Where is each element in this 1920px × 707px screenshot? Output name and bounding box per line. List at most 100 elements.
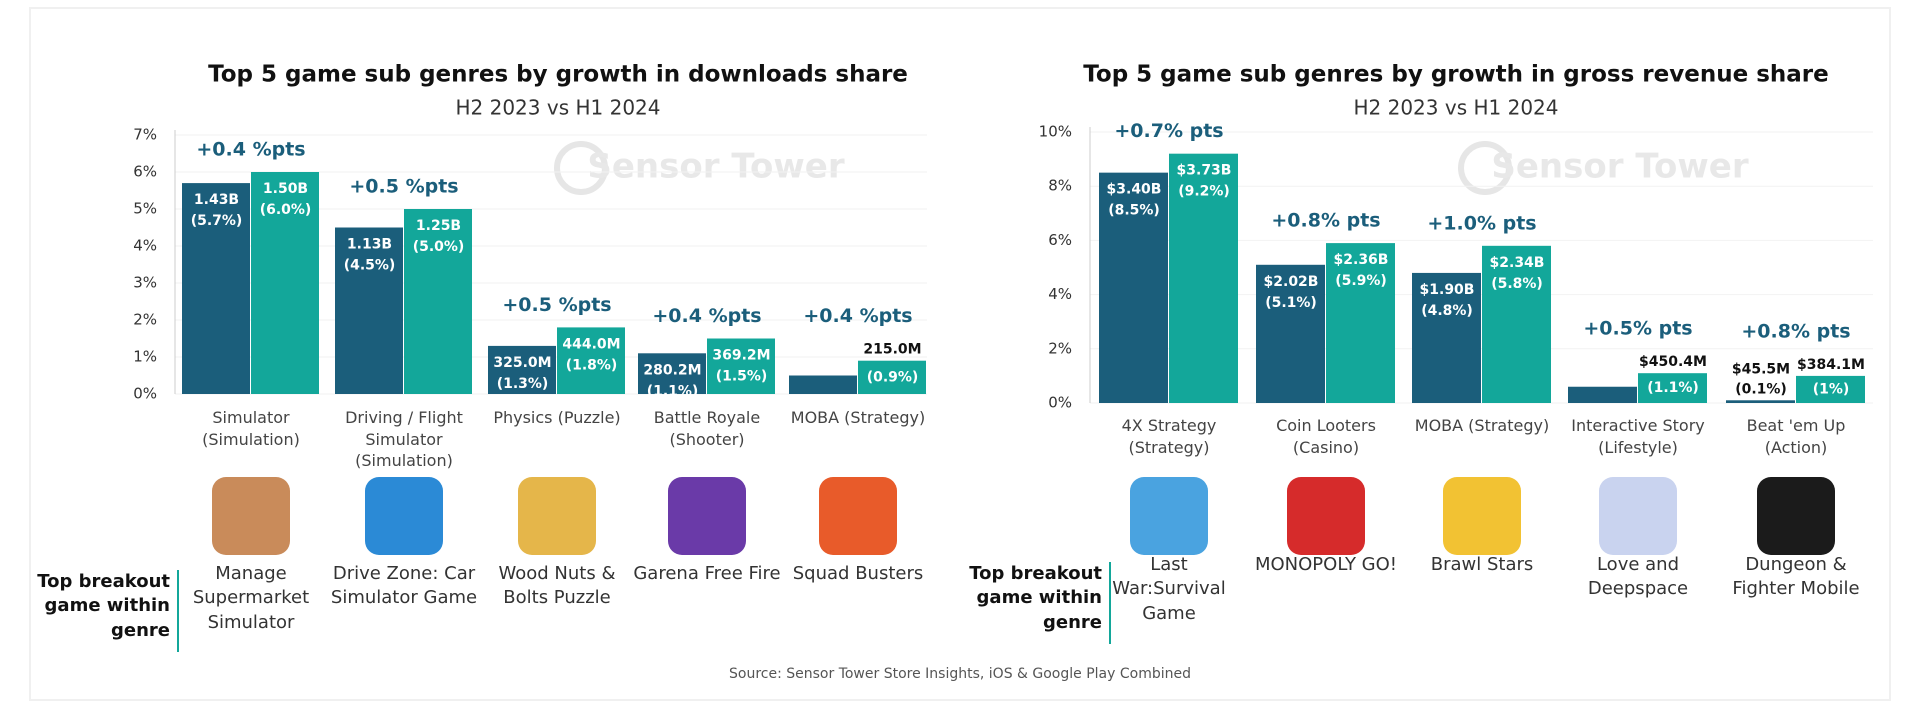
y-tick-label: 2% — [133, 311, 157, 329]
delta-label: +0.4 %pts — [196, 139, 305, 161]
game-icon — [1287, 477, 1365, 555]
delta-label: +1.0% pts — [1427, 212, 1536, 234]
amount-label: 444.0M — [562, 336, 620, 352]
category-label: Simulator (Simulation) — [202, 408, 300, 449]
y-tick-label: 10% — [1039, 123, 1072, 141]
game-icon — [212, 477, 290, 555]
y-tick-label: 2% — [1048, 339, 1072, 357]
y-tick-label: 0% — [1048, 394, 1072, 412]
watermark: Sensor Tower — [1491, 147, 1748, 187]
bar — [182, 183, 250, 394]
breakout-label: Top breakout game within genre — [969, 563, 1102, 633]
amount-label: $450.4M — [1639, 354, 1707, 370]
bar — [638, 353, 706, 394]
chart-title: Top 5 game sub genres by growth in gross… — [1083, 62, 1828, 88]
amount-label: $2.36B — [1334, 252, 1389, 268]
bar — [488, 345, 556, 394]
bar — [1169, 153, 1238, 403]
amount-label: $2.02B — [1264, 274, 1319, 290]
delta-label: +0.4 %pts — [803, 305, 912, 327]
y-tick-label: 1% — [133, 348, 157, 366]
amount-label: 280.2M — [643, 362, 701, 378]
watermark: Sensor Tower — [587, 147, 844, 187]
watermark-logo — [1458, 141, 1512, 195]
amount-label: 1.25B — [416, 218, 461, 234]
amount-label: $45.5M — [1732, 361, 1790, 377]
bar — [1482, 245, 1551, 403]
delta-label: +0.8% pts — [1271, 210, 1380, 232]
amount-label: 215.0M — [863, 342, 921, 358]
value-label: (6.0%) — [260, 202, 312, 218]
bar — [557, 327, 625, 394]
value-label: (1.1%) — [1647, 380, 1699, 396]
bar — [1568, 386, 1637, 403]
bar — [251, 172, 319, 394]
amount-label: $384.1M — [1797, 357, 1865, 373]
card — [29, 7, 1891, 701]
bar — [1326, 243, 1395, 403]
game-icon — [518, 477, 596, 555]
category-label: Battle Royale (Shooter) — [653, 408, 761, 449]
game-name: Drive Zone: Car Simulator Game — [330, 563, 478, 609]
game-icon — [1130, 477, 1208, 555]
value-label: (4.5%) — [344, 258, 396, 274]
breakout-label: Top breakout game within genre — [37, 571, 170, 641]
delta-label: +0.8% pts — [1741, 320, 1850, 342]
game-icon — [365, 477, 443, 555]
watermark-logo — [554, 141, 608, 195]
amount-label: 325.0M — [493, 355, 551, 371]
game-icon — [819, 477, 897, 555]
value-label: (5.1%) — [1265, 295, 1317, 311]
delta-label: +0.4 %pts — [652, 305, 761, 327]
y-tick-label: 4% — [1048, 285, 1072, 303]
value-label: (0.1%) — [1735, 381, 1787, 397]
bar — [335, 227, 403, 394]
value-label: (1.3%) — [497, 376, 549, 392]
game-name: Brawl Stars — [1430, 554, 1534, 575]
chart-subtitle: H2 2023 vs H1 2024 — [455, 96, 660, 120]
amount-label: $2.34B — [1490, 255, 1545, 271]
amount-label: $3.40B — [1107, 182, 1162, 198]
y-tick-label: 7% — [133, 126, 157, 144]
bar — [1099, 172, 1168, 403]
delta-label: +0.5% pts — [1583, 318, 1692, 340]
game-icon — [1599, 477, 1677, 555]
delta-label: +0.5 %pts — [349, 176, 458, 198]
value-label: (8.5%) — [1108, 203, 1160, 219]
game-name: Squad Busters — [792, 563, 924, 584]
delta-label: +0.5 %pts — [502, 294, 611, 316]
category-label: Driving / Flight Simulator (Simulation) — [345, 408, 463, 471]
category-label: Beat 'em Up (Action) — [1746, 416, 1846, 457]
value-label: (1.1%) — [647, 383, 699, 399]
game-name: Garena Free Fire — [633, 563, 781, 584]
amount-label: 1.50B — [263, 181, 308, 197]
y-tick-label: 3% — [133, 274, 157, 292]
bar — [789, 375, 857, 394]
game-name: Dungeon & Fighter Mobile — [1732, 554, 1860, 600]
chart-subtitle: H2 2023 vs H1 2024 — [1353, 96, 1558, 120]
value-label: (9.2%) — [1178, 184, 1230, 200]
game-name: Manage Supermarket Simulator — [192, 563, 310, 633]
value-label: (1.5%) — [716, 369, 768, 385]
source: Source: Sensor Tower Store Insights, iOS… — [729, 666, 1191, 682]
y-tick-label: 0% — [133, 385, 157, 403]
amount-label: $3.73B — [1177, 163, 1232, 179]
category-label: MOBA (Strategy) — [790, 408, 926, 427]
bar — [707, 338, 775, 394]
game-name: MONOPOLY GO! — [1254, 554, 1398, 575]
bar — [1412, 272, 1481, 403]
amount-label: 1.43B — [194, 192, 239, 208]
delta-label: +0.7% pts — [1114, 120, 1223, 142]
game-icon — [668, 477, 746, 555]
chart-title: Top 5 game sub genres by growth in downl… — [208, 62, 908, 88]
y-tick-label: 4% — [133, 237, 157, 255]
game-name: Love and Deepspace — [1587, 554, 1689, 600]
bar — [404, 209, 472, 394]
bar — [1256, 264, 1325, 403]
y-tick-label: 5% — [133, 200, 157, 218]
amount-label: 1.13B — [347, 237, 392, 253]
category-label: Interactive Story (Lifestyle) — [1571, 416, 1705, 457]
y-tick-label: 6% — [1048, 231, 1072, 249]
